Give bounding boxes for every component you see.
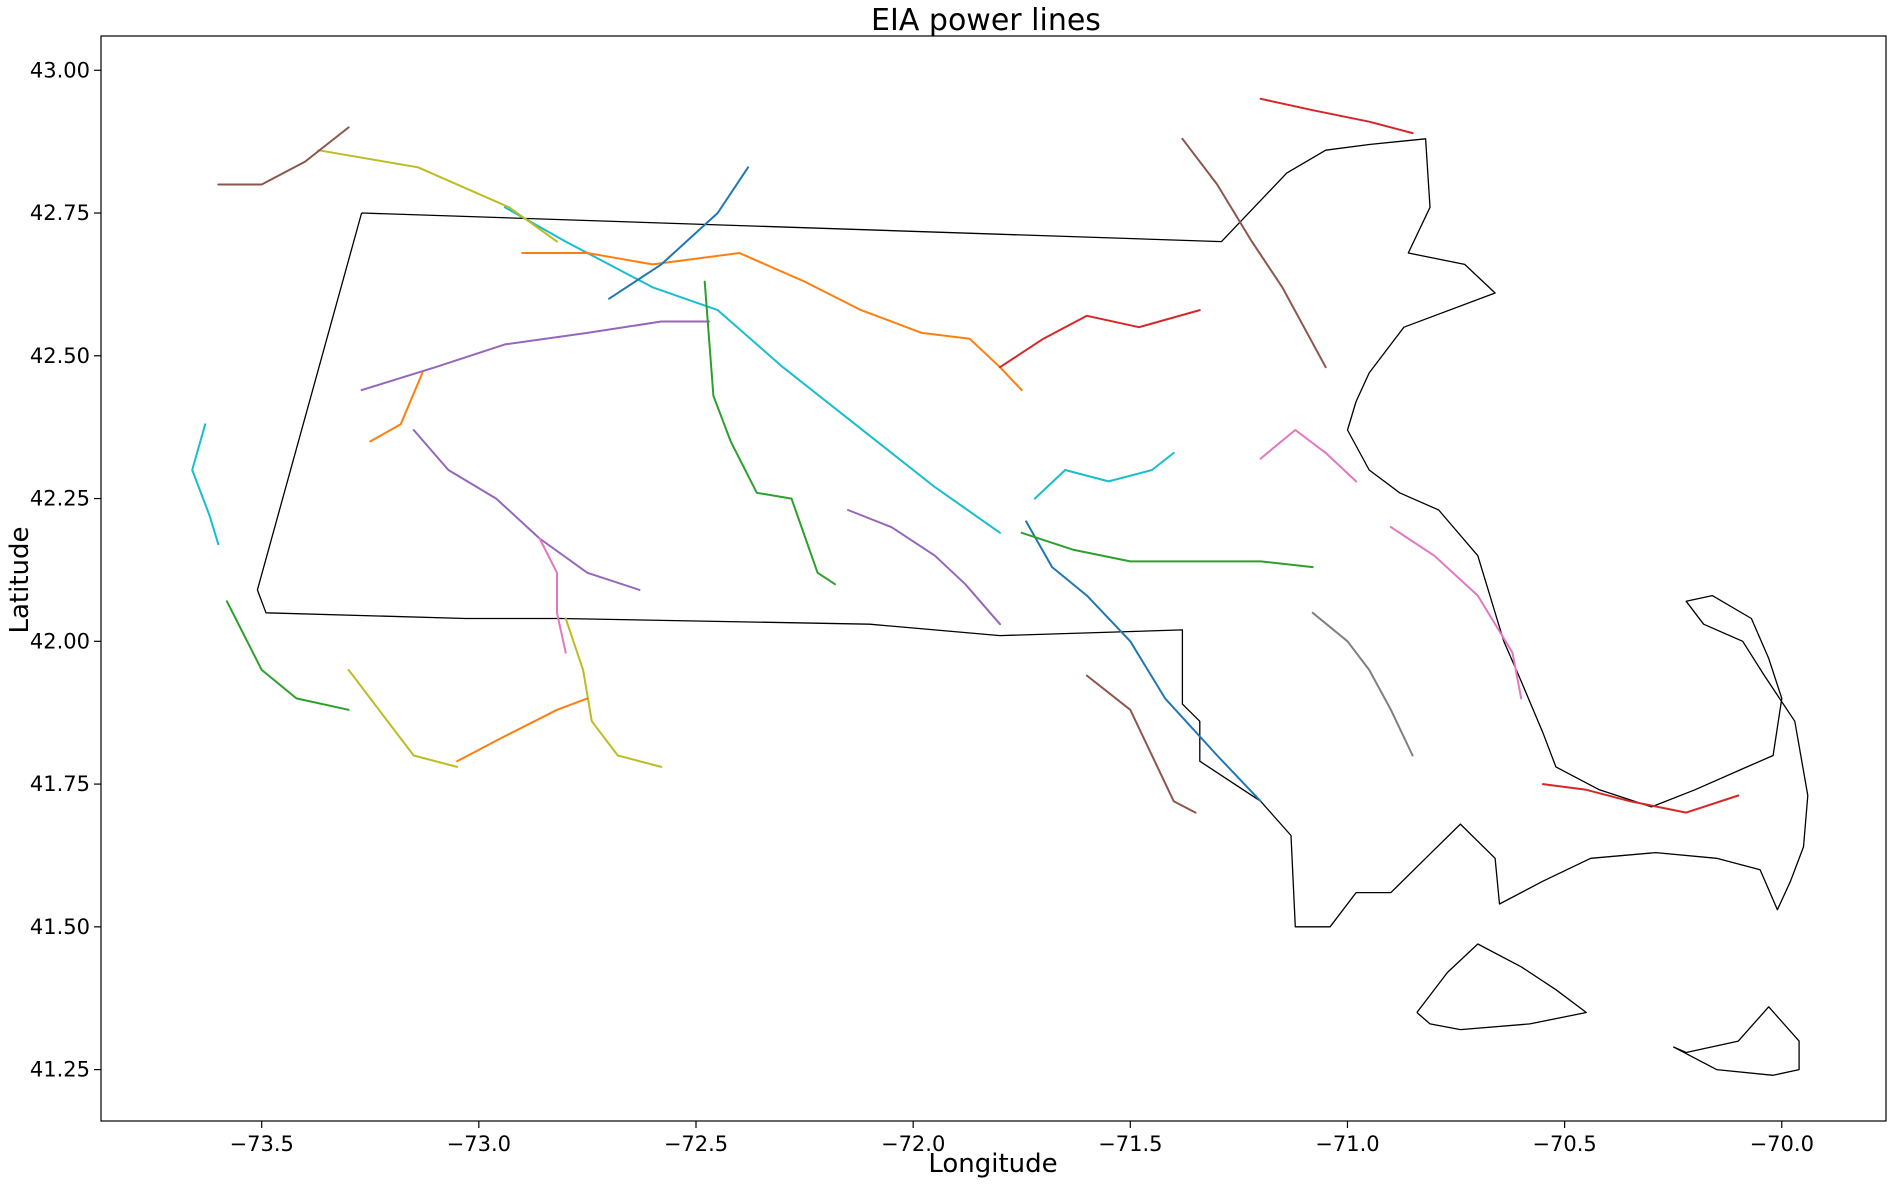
- island-outline-1: [1416, 943, 1587, 1031]
- x-tick-label: −73.0: [447, 1132, 511, 1156]
- x-axis-label: Longitude: [928, 1149, 1057, 1179]
- x-axis-ticks: −73.5 −73.0 −72.5 −72.0 −71.5 −71.0 −70.5 −70.0: [230, 1121, 1814, 1156]
- power-line-26: [1311, 611, 1414, 757]
- massachusetts-outline: [256, 138, 1809, 1076]
- power-line-16: [191, 423, 220, 546]
- x-tick-label: −71.5: [1098, 1132, 1162, 1156]
- power-line-24: [1033, 451, 1175, 500]
- y-axis-ticks: 41.25 41.50 41.75 42.00 42.25 42.50 42.75 43.00: [30, 58, 101, 1082]
- y-tick-label: 42.75: [30, 201, 90, 225]
- y-tick-label: 42.25: [30, 487, 90, 511]
- power-line-10: [564, 617, 663, 768]
- plot-area: [191, 97, 1809, 1076]
- power-line-18: [347, 668, 459, 768]
- x-tick-label: −72.0: [881, 1132, 945, 1156]
- y-tick-label: 41.50: [30, 915, 90, 939]
- power-line-15: [369, 371, 424, 443]
- chart-title: EIA power lines: [871, 3, 1101, 38]
- power-line-7: [999, 309, 1201, 369]
- power-line-27: [217, 126, 350, 186]
- x-tick-label: −70.0: [1750, 1132, 1814, 1156]
- x-tick-label: −70.5: [1532, 1132, 1596, 1156]
- power-line-5: [1025, 520, 1262, 803]
- power-line-23: [847, 509, 1001, 626]
- power-line-12: [1259, 97, 1414, 135]
- y-axis-label: Latitude: [5, 526, 35, 633]
- state-boundary: [256, 138, 1809, 928]
- power-line-20: [1085, 674, 1197, 814]
- x-tick-label: −72.5: [664, 1132, 728, 1156]
- island-outline-2: [1672, 1006, 1800, 1076]
- power-line-9: [538, 537, 567, 654]
- power-line-17: [225, 600, 350, 711]
- x-tick-label: −73.5: [230, 1132, 294, 1156]
- x-tick-label: −71.0: [1315, 1132, 1379, 1156]
- y-tick-label: 43.00: [30, 58, 90, 82]
- power-line-6: [521, 252, 1023, 392]
- power-line-4: [703, 280, 836, 586]
- power-line-13: [1181, 137, 1327, 369]
- power-line-22: [1541, 783, 1740, 814]
- power-line-2: [503, 206, 1001, 534]
- power-line-3: [317, 149, 558, 243]
- y-tick-label: 41.75: [30, 772, 90, 796]
- power-line-14: [608, 166, 750, 300]
- power-line-25: [1259, 429, 1358, 483]
- y-tick-label: 42.00: [30, 629, 90, 653]
- power-line-11: [1020, 531, 1314, 569]
- y-tick-label: 42.50: [30, 344, 90, 368]
- power-lines-layer: [191, 97, 1740, 814]
- power-line-21: [1389, 526, 1523, 700]
- y-tick-label: 41.25: [30, 1058, 90, 1082]
- power-line-19: [456, 697, 589, 763]
- power-line-1: [360, 320, 710, 392]
- power-line-8: [412, 429, 641, 591]
- plot-frame: [100, 35, 1887, 1122]
